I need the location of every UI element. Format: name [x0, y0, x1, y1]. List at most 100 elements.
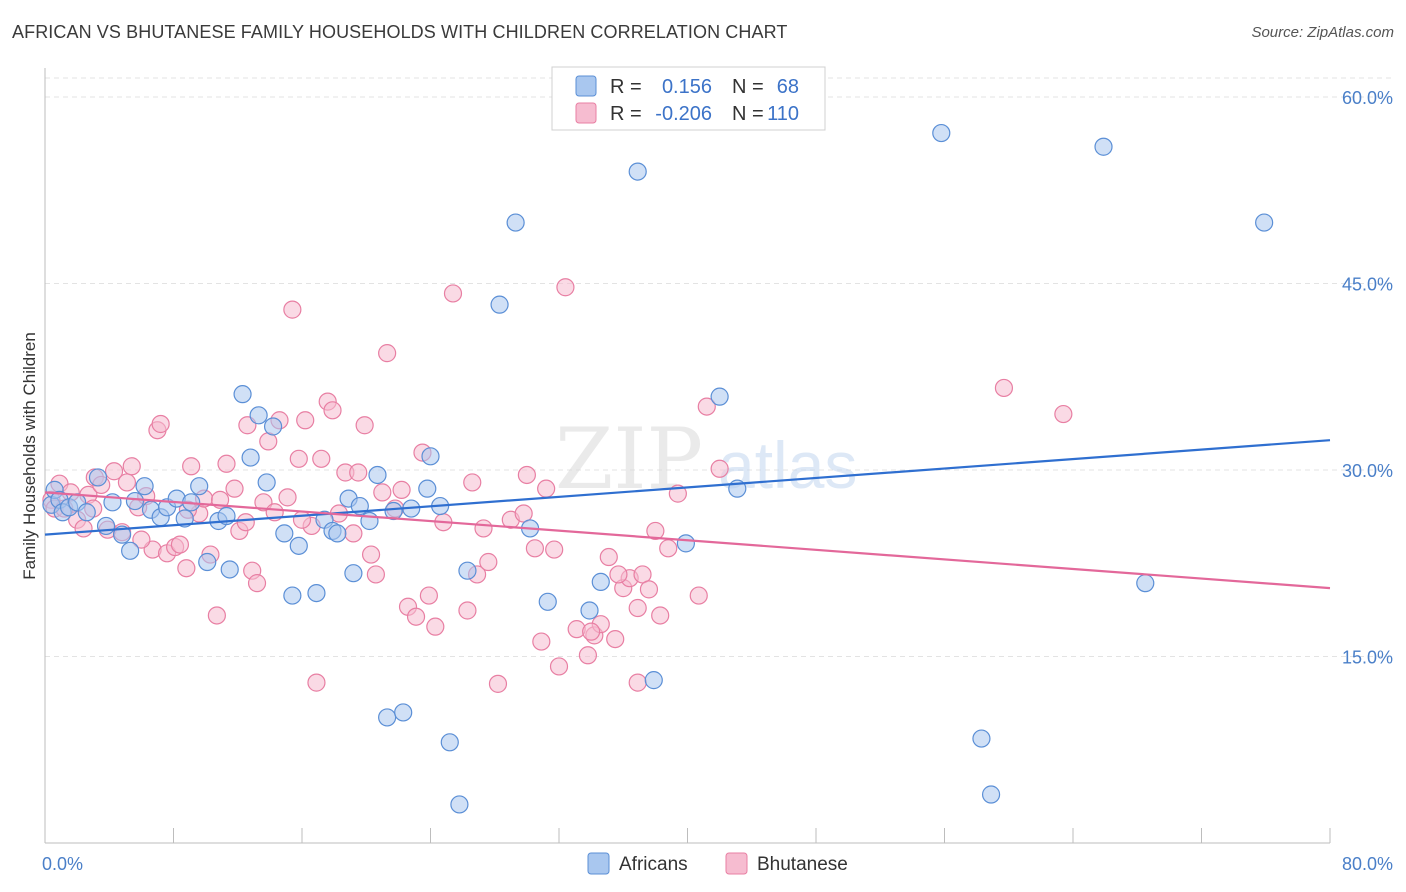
- africans-point: [198, 552, 217, 572]
- legend-n-value-africans: 68: [777, 76, 799, 98]
- africans-point: [384, 501, 403, 521]
- bhutanese-point: [177, 559, 196, 578]
- africans-point: [421, 447, 440, 466]
- legend-r-label-africans: R =: [610, 76, 642, 98]
- africans-point: [972, 729, 991, 748]
- bhutanese-point: [355, 416, 374, 435]
- bhutanese-point: [392, 480, 411, 499]
- africans-point: [249, 406, 268, 425]
- series-legend: Africans Bhutanese: [587, 852, 848, 875]
- bhutanese-point: [710, 459, 729, 478]
- bhutanese-point: [582, 622, 601, 641]
- bhutanese-point: [463, 473, 482, 492]
- africans-point: [283, 586, 302, 605]
- africans-point: [328, 524, 347, 543]
- africans-point: [1255, 213, 1274, 232]
- legend-label-bhutanese: Bhutanese: [757, 854, 848, 875]
- bhutanese-point: [289, 449, 308, 468]
- bhutanese-point: [378, 344, 397, 363]
- africans-point: [676, 534, 695, 553]
- bhutanese-point: [479, 552, 498, 572]
- legend-r-value-bhutanese: -0.206: [655, 103, 712, 125]
- africans-point: [263, 417, 283, 436]
- bhutanese-point: [578, 646, 598, 665]
- africans-point: [710, 387, 729, 406]
- bhutanese-point: [458, 601, 477, 620]
- bhutanese-point: [606, 629, 625, 649]
- africans-point: [490, 295, 509, 314]
- africans-point: [1136, 574, 1155, 593]
- africans-point: [932, 123, 951, 143]
- bhutanese-point: [599, 547, 618, 567]
- africans-point: [580, 601, 599, 620]
- legend-n-label-bhutanese: N =: [732, 103, 764, 125]
- africans-trend-line: [44, 439, 1331, 536]
- bhutanese-point: [307, 673, 326, 692]
- africans-point: [190, 477, 209, 496]
- bhutanese-point: [556, 278, 575, 297]
- bhutanese-point: [170, 535, 190, 554]
- africans-point: [121, 541, 140, 560]
- bhutanese-point: [207, 606, 226, 625]
- bhutanese-point: [549, 657, 569, 676]
- chart-title: AFRICAN VS BHUTANESE FAMILY HOUSEHOLDS W…: [12, 22, 788, 42]
- bhutanese-point: [525, 539, 545, 558]
- africans-point: [644, 671, 663, 690]
- y-tick-label: 30.0%: [1342, 461, 1393, 481]
- bhutanese-point: [312, 449, 331, 468]
- africans-point: [628, 162, 647, 181]
- bhutanese-point: [217, 454, 236, 473]
- bhutanese-point: [349, 463, 368, 482]
- africans-point: [112, 525, 132, 544]
- africans-point: [307, 583, 326, 603]
- africans-point: [538, 592, 557, 611]
- bhutanese-point: [74, 519, 93, 538]
- bhutanese-point: [537, 479, 556, 498]
- africans-point: [77, 503, 96, 522]
- bhutanese-point: [474, 519, 493, 538]
- legend-r-label-bhutanese: R =: [610, 103, 642, 125]
- y-axis-label: Family Households with Children: [20, 332, 39, 580]
- africans-point: [378, 708, 397, 727]
- x-tick-labels: 0.0% 80.0%: [42, 854, 1393, 874]
- bhutanese-point: [323, 401, 342, 420]
- bhutanese-point: [609, 565, 628, 584]
- bhutanese-point: [628, 598, 647, 618]
- y-tick-labels: 15.0% 30.0% 45.0% 60.0%: [1342, 88, 1393, 668]
- bhutanese-point: [225, 479, 244, 498]
- bhutanese-trend-line: [44, 491, 1331, 590]
- bhutanese-point: [659, 539, 678, 558]
- legend-swatch-africans-bottom: [587, 852, 610, 875]
- bhutanese-point: [426, 617, 445, 636]
- bhutanese-point: [344, 524, 363, 543]
- bhutanese-point: [236, 513, 255, 532]
- bhutanese-point: [296, 411, 315, 430]
- bhutanese-point: [406, 607, 426, 626]
- africans-point: [458, 561, 477, 580]
- bhutanese-point: [104, 462, 124, 481]
- bhutanese-point: [517, 465, 536, 485]
- bhutanese-point: [366, 565, 385, 584]
- africans-point: [506, 213, 525, 232]
- x-tick-label-min: 0.0%: [42, 854, 83, 874]
- legend-n-label-africans: N =: [732, 76, 764, 98]
- x-tick-label-max: 80.0%: [1342, 854, 1393, 874]
- africans-point: [591, 572, 610, 592]
- bhutanese-point: [361, 545, 381, 564]
- source-credit: Source: ZipAtlas.com: [1251, 24, 1394, 41]
- africans-point: [257, 473, 276, 492]
- trend-lines: [44, 439, 1331, 590]
- bhutanese-point: [639, 580, 659, 599]
- y-tick-label: 60.0%: [1342, 88, 1393, 108]
- bhutanese-point: [646, 521, 665, 541]
- africans-point: [450, 795, 469, 814]
- africans-point: [1094, 137, 1113, 156]
- bhutanese-point: [488, 674, 508, 693]
- bhutanese-point: [278, 488, 297, 507]
- africans-point: [175, 509, 194, 528]
- legend-box: [551, 66, 826, 131]
- bhutanese-point: [689, 586, 708, 605]
- africans-point: [88, 468, 108, 487]
- bhutanese-point: [697, 397, 716, 416]
